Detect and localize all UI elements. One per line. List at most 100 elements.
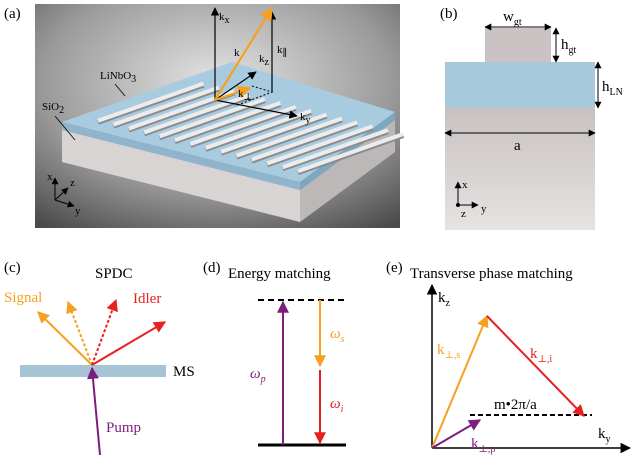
text-part: k bbox=[438, 290, 446, 306]
label-kperp: k⊥ bbox=[238, 88, 253, 103]
text-part: z bbox=[446, 298, 451, 309]
axis-label: y bbox=[481, 203, 487, 215]
axis-label: z bbox=[461, 208, 466, 220]
label-pump: Pump bbox=[106, 420, 141, 436]
label-kpar: k∥ bbox=[277, 44, 287, 59]
label-idler: Idler bbox=[133, 291, 161, 307]
pump-arrow bbox=[87, 366, 101, 456]
text-part: LN bbox=[610, 87, 623, 98]
axis-label: x bbox=[462, 179, 468, 191]
title-energy: Energy matching bbox=[228, 266, 331, 282]
label-linbo3: LiNbO3 bbox=[100, 70, 136, 85]
axis-dot bbox=[456, 203, 460, 207]
text-part: k bbox=[300, 111, 306, 123]
title-spdc: SPDC bbox=[95, 266, 133, 282]
text-part: w bbox=[503, 9, 514, 25]
title-phase: Transverse phase matching bbox=[410, 266, 573, 282]
substrate-front bbox=[62, 130, 300, 222]
idler-arrow bbox=[91, 321, 167, 366]
label-kx: kx bbox=[219, 11, 230, 26]
grating-tooth bbox=[485, 28, 551, 62]
panel-label: (c) bbox=[4, 260, 21, 276]
label-grating-vector: m•2π/a bbox=[494, 397, 537, 413]
grating-bar bbox=[251, 120, 358, 162]
grating-bar bbox=[297, 132, 405, 174]
label-ws: ωs bbox=[330, 326, 345, 345]
grating-bar bbox=[281, 128, 389, 170]
text-part: LiNbO bbox=[100, 70, 131, 82]
label-ky: ky bbox=[300, 111, 311, 126]
axis-ky bbox=[214, 99, 298, 119]
text-part: ⊥,i bbox=[538, 354, 553, 365]
text-part: k bbox=[437, 342, 445, 358]
text-part: h bbox=[561, 37, 569, 53]
text-part: ∥ bbox=[283, 47, 288, 59]
text-part: ⊥ bbox=[244, 92, 253, 103]
text-part: k bbox=[277, 44, 283, 56]
grating-bar bbox=[266, 124, 374, 166]
projection bbox=[234, 85, 274, 107]
text-part: k bbox=[471, 436, 479, 452]
axis bbox=[54, 187, 69, 201]
panel-label: (b) bbox=[440, 6, 458, 22]
axes-a: x z y bbox=[47, 171, 81, 217]
label-ks: k⊥,s bbox=[437, 342, 460, 361]
grating-bar bbox=[189, 104, 297, 146]
panel-label: (a) bbox=[4, 6, 21, 22]
film bbox=[445, 62, 595, 108]
text-part: z bbox=[265, 57, 270, 68]
axes-b: x z y bbox=[454, 179, 487, 220]
label-hgt: hgt bbox=[561, 37, 577, 56]
label-ms: MS bbox=[173, 364, 195, 380]
text-part: i bbox=[341, 404, 344, 415]
label-signal: Signal bbox=[4, 290, 42, 306]
label-wp: ωp bbox=[250, 366, 266, 385]
text-part: 2 bbox=[59, 105, 64, 116]
axis-label: x bbox=[47, 171, 53, 183]
text-part: ⊥,s bbox=[445, 350, 461, 361]
panel-label: (e) bbox=[386, 260, 403, 276]
signal-arrow bbox=[66, 300, 93, 366]
label-hln: hLN bbox=[602, 79, 623, 98]
grating-bar bbox=[158, 97, 266, 139]
grating-bar bbox=[220, 112, 328, 154]
grating-bar bbox=[97, 81, 205, 123]
text-part: k bbox=[238, 88, 244, 100]
idler-arrow bbox=[91, 298, 118, 366]
text-part: k bbox=[530, 346, 538, 362]
leader bbox=[54, 115, 76, 141]
signal-arrow bbox=[37, 311, 93, 366]
text-part: h bbox=[602, 79, 610, 95]
text-part: gt bbox=[514, 17, 522, 28]
text-part: ⊥,p bbox=[479, 444, 496, 455]
text-part: 3 bbox=[131, 74, 136, 85]
text-part: y bbox=[606, 434, 611, 445]
text-part: x bbox=[225, 15, 230, 26]
label-a: a bbox=[514, 138, 521, 154]
text-part: s bbox=[341, 334, 345, 345]
text-part: p bbox=[260, 374, 266, 385]
pump-vector bbox=[431, 419, 482, 449]
text-part: k bbox=[259, 53, 265, 65]
text-part: ω bbox=[330, 396, 341, 412]
text-part: y bbox=[306, 115, 311, 126]
label-ky: ky bbox=[598, 426, 611, 445]
panel-label: (d) bbox=[203, 260, 221, 276]
label-wi: ωi bbox=[330, 396, 344, 415]
vector-kperp bbox=[214, 85, 252, 102]
vector-k bbox=[214, 6, 273, 101]
film-front bbox=[62, 122, 300, 190]
text-part: gt bbox=[569, 45, 577, 56]
text-part: ω bbox=[330, 326, 341, 342]
label-kz: kz bbox=[438, 290, 451, 309]
axis-label: z bbox=[70, 177, 75, 189]
label-sio2: SiO2 bbox=[42, 101, 64, 116]
axis-kz bbox=[214, 71, 257, 101]
text-part: SiO bbox=[42, 101, 59, 113]
grating-bar bbox=[112, 85, 220, 127]
axis bbox=[54, 199, 75, 208]
grating-bar bbox=[143, 93, 251, 135]
label-k: k bbox=[234, 47, 240, 59]
label-w: wgt bbox=[503, 9, 522, 28]
